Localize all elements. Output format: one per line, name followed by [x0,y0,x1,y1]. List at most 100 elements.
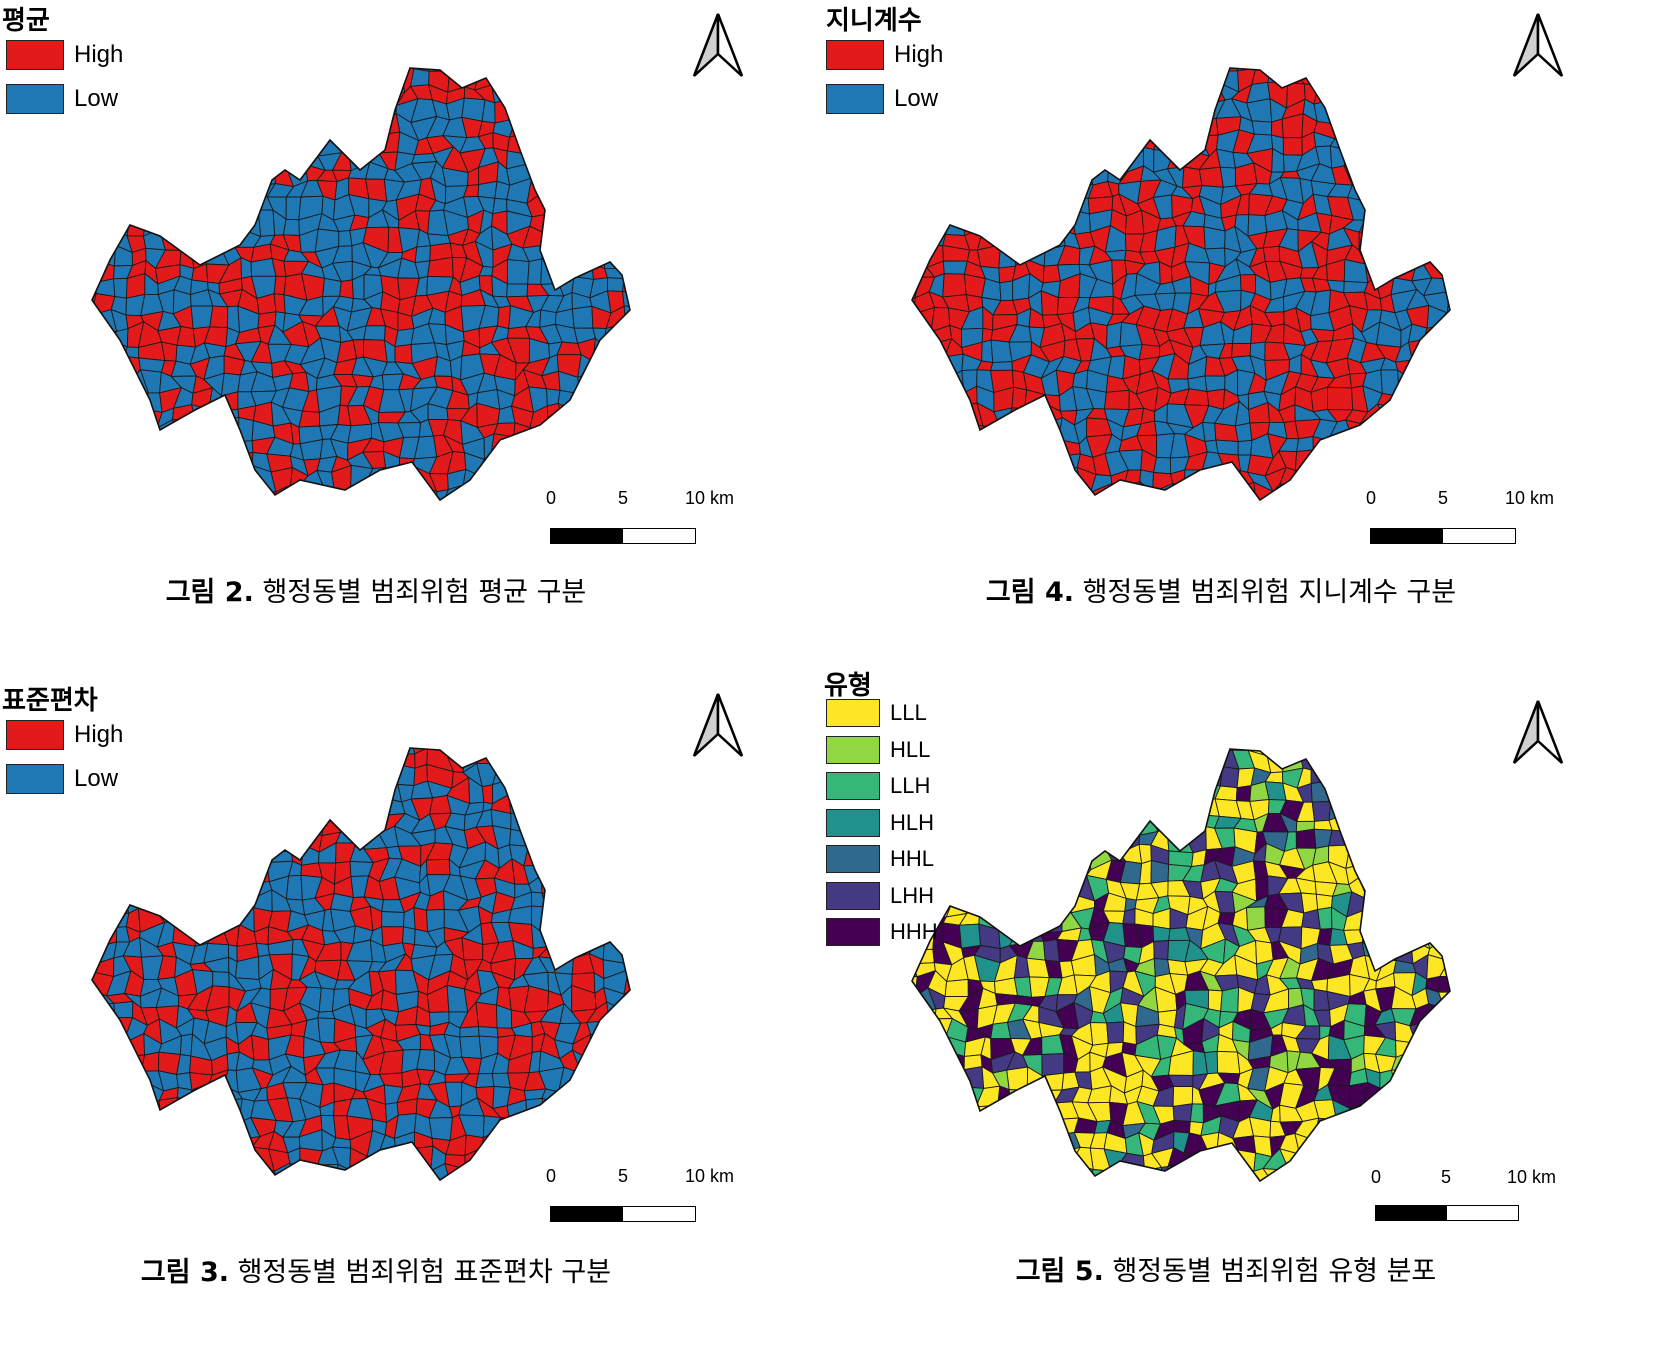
district-polygon [156,517,172,535]
district-polygon [912,114,920,136]
legend-item-low: Low [6,764,118,794]
district-polygon [918,483,930,500]
district-polygon [492,1197,515,1215]
district-polygon [1311,801,1332,822]
district-polygon [948,1099,969,1120]
district-polygon [186,151,215,173]
district-polygon [528,130,548,156]
district-polygon [218,165,242,184]
district-polygon [243,843,260,866]
scale-bar [1375,1205,1519,1221]
district-polygon [1315,1213,1331,1236]
district-polygon [346,82,374,105]
district-polygon [929,778,948,804]
district-polygon [174,1213,196,1234]
district-polygon [207,1148,221,1167]
district-polygon [958,923,981,949]
district-polygon [384,52,402,67]
district-polygon [526,1194,549,1218]
legend-item-hhl: HHL [826,845,934,873]
district-polygon [642,1040,661,1061]
district-polygon [1459,247,1482,267]
district-polygon [190,1160,209,1180]
district-polygon [1168,850,1194,868]
district-polygon [1391,893,1411,917]
district-polygon [143,827,160,844]
district-polygon [238,116,256,141]
district-polygon [1479,1100,1493,1121]
district-polygon [1391,406,1418,425]
district-polygon [221,748,241,769]
district-polygon [624,921,630,947]
district-polygon [252,120,276,141]
district-polygon [92,185,118,204]
district-polygon [651,972,670,996]
district-polygon [1406,895,1434,917]
district-polygon [380,1165,402,1180]
district-polygon [1192,68,1205,90]
district-polygon [1475,267,1497,280]
district-polygon [1375,177,1398,205]
district-polygon [1440,939,1450,962]
district-polygon [539,777,558,800]
district-polygon [349,539,371,557]
district-polygon [255,146,277,174]
district-polygon [1439,845,1450,862]
district-polygon [1428,435,1449,461]
district-polygon [269,145,290,172]
district-polygon [1159,1198,1174,1218]
district-polygon [218,408,240,419]
district-polygon [349,506,368,516]
district-polygon [76,1185,96,1200]
district-polygon [1206,749,1217,757]
district-polygon [508,905,532,925]
district-polygon [521,68,549,75]
district-polygon [610,748,630,752]
district-polygon [1014,68,1030,92]
district-polygon [1424,845,1443,863]
district-polygon [92,826,98,852]
district-polygon [499,540,517,549]
district-polygon [515,1186,531,1205]
district-polygon [635,422,656,442]
district-polygon [539,161,564,186]
district-polygon [350,748,373,757]
district-polygon [115,89,134,109]
district-polygon [238,164,257,189]
district-polygon [1409,131,1427,148]
district-polygon [188,878,207,900]
district-polygon [436,502,451,518]
district-polygon [173,1177,194,1180]
district-polygon [575,68,594,87]
district-polygon [413,1213,437,1230]
district-polygon [1150,784,1178,803]
district-polygon [1326,749,1353,771]
district-polygon [125,453,143,468]
district-polygon [1009,896,1027,911]
district-polygon [1155,68,1176,93]
district-polygon [912,167,919,186]
district-polygon [204,521,227,536]
district-polygon [179,1033,193,1057]
district-polygon [538,100,563,123]
district-polygon [1206,749,1224,768]
district-polygon [413,907,429,933]
district-polygon [144,792,160,819]
district-polygon [1220,986,1240,1014]
district-polygon [1070,68,1091,93]
legend-item-lll: LLL [826,699,927,727]
district-polygon [1331,1182,1350,1202]
district-polygon [1393,202,1418,220]
district-polygon [121,86,150,109]
district-polygon [188,196,208,219]
district-polygon [540,1145,558,1166]
district-polygon [383,484,396,500]
district-polygon [303,748,321,769]
district-polygon [1343,145,1366,167]
scale-tick-5: 5 [618,1166,629,1186]
district-polygon [1345,102,1365,125]
district-polygon [1239,1212,1252,1233]
district-polygon [1423,860,1448,880]
district-polygon [957,483,982,500]
district-polygon [926,388,948,404]
